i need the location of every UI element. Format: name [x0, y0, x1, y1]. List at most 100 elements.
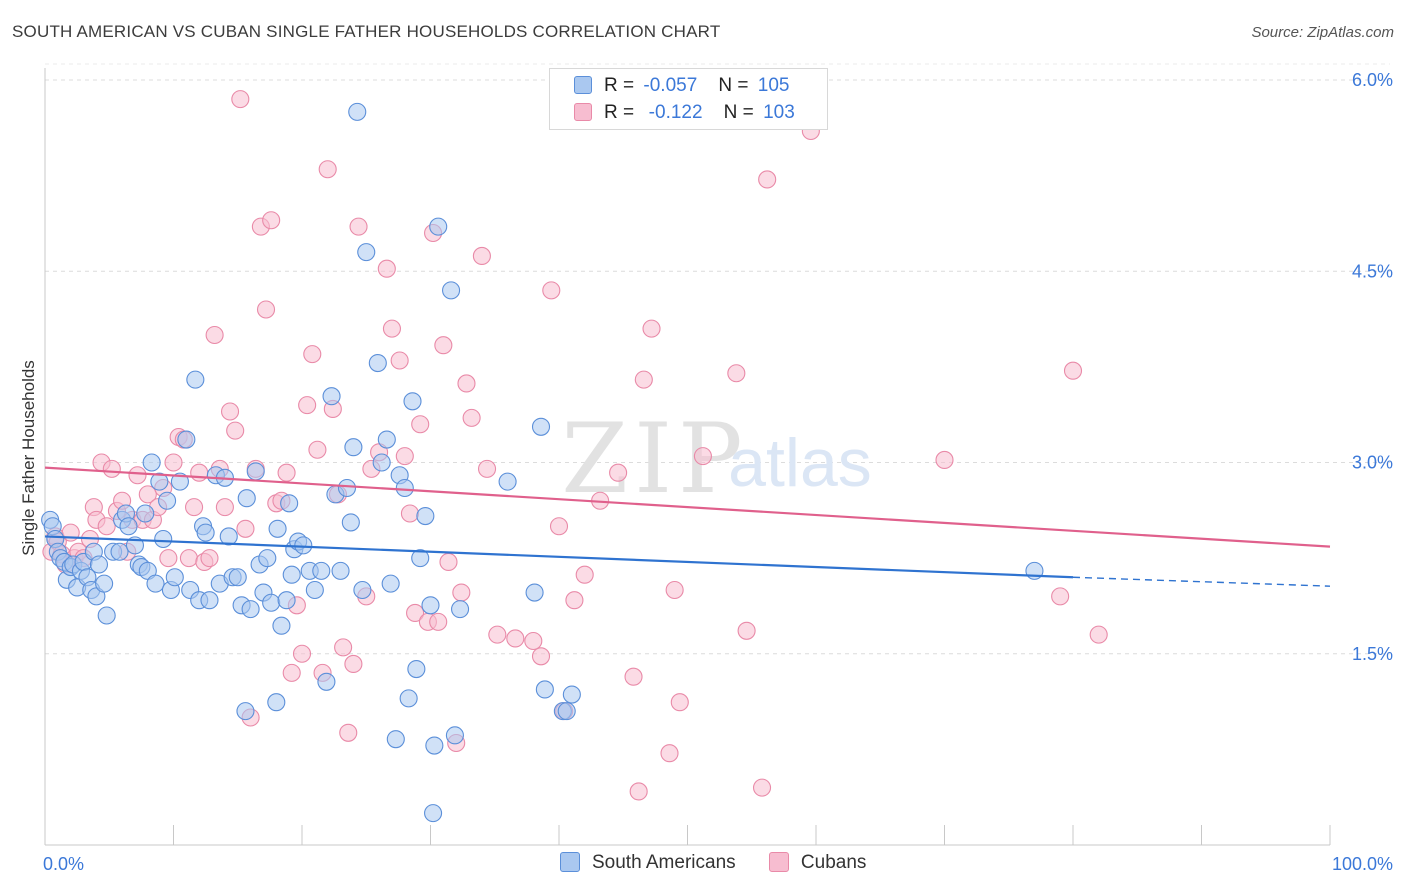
cubans-point: [406, 603, 425, 623]
blue-swatch: [560, 852, 580, 872]
x-tick-label-max: 100.0%: [1332, 854, 1393, 874]
south-americans-point: [348, 102, 367, 121]
y-tick-label: 1.5%: [1352, 644, 1393, 664]
cubans-point: [524, 631, 543, 651]
south-americans-point: [411, 549, 430, 568]
cubans-point: [670, 693, 689, 712]
south-americans-point: [429, 217, 448, 236]
south-americans-point: [241, 600, 260, 619]
south-americans-point: [277, 591, 296, 610]
cubans-point: [624, 667, 643, 686]
south-americans-point: [280, 494, 299, 513]
cubans-point: [634, 370, 653, 389]
cubans-point: [462, 408, 481, 427]
south-americans-point: [119, 517, 138, 536]
south-americans-point: [399, 689, 418, 708]
cubans-point: [531, 647, 551, 666]
south-americans-point: [97, 606, 116, 625]
south-americans-point: [377, 430, 396, 449]
south-americans-point: [317, 672, 336, 691]
cubans-point: [549, 517, 569, 536]
cubans-point: [164, 453, 183, 472]
y-axis-label: Single Father Households: [19, 360, 38, 556]
watermark-zip: ZIP: [561, 403, 748, 515]
legend-row-south-americans: R = -0.057 N = 105: [574, 75, 789, 97]
cubans-point: [488, 625, 507, 644]
y-tick-label: 6.0%: [1352, 70, 1393, 90]
cubans-point: [1051, 587, 1070, 606]
south-americans-point: [282, 565, 301, 584]
cubans-point: [377, 259, 396, 278]
cubans-point: [277, 463, 296, 482]
cubans-point: [542, 281, 561, 300]
pink-swatch: [574, 103, 592, 121]
south-americans-point: [150, 472, 169, 491]
south-americans-point: [562, 685, 581, 704]
cubans-point: [138, 485, 157, 504]
south-americans-point: [219, 527, 238, 546]
series-legend: South Americans Cubans: [560, 852, 894, 874]
south-americans-point: [95, 574, 114, 593]
cubans-point: [308, 440, 327, 459]
cubans-point: [298, 396, 317, 415]
cubans-point: [472, 246, 491, 265]
cubans-point: [752, 778, 772, 797]
cubans-point: [400, 504, 419, 523]
south-americans-point: [445, 726, 464, 745]
legend-item-south-americans[interactable]: South Americans: [560, 852, 736, 874]
south-americans-point: [381, 574, 400, 593]
cubans-point: [477, 459, 497, 478]
south-americans-point: [337, 478, 357, 498]
south-americans-point: [228, 568, 247, 587]
south-americans-point: [312, 561, 331, 580]
legend-item-cubans[interactable]: Cubans: [768, 852, 866, 874]
cubans-point: [159, 549, 178, 568]
y-tick-label: 3.0%: [1352, 453, 1393, 473]
cubans-point: [128, 466, 147, 485]
south-americans-point: [557, 702, 576, 721]
south-americans-point: [425, 736, 444, 755]
south-americans-trend-line: [44, 535, 1074, 579]
cubans-point: [102, 459, 121, 478]
r-value-south-americans: -0.057: [643, 75, 698, 96]
correlation-legend: R = -0.057 N = 105 R = -0.122 N = 103: [549, 68, 828, 130]
cubans-point: [411, 415, 430, 434]
south-americans-point: [89, 555, 109, 574]
cubans-point: [190, 463, 209, 482]
cubans-point: [185, 498, 204, 517]
cubans-point: [220, 402, 240, 421]
cubans-point: [282, 663, 301, 682]
south-americans-point: [451, 600, 470, 619]
cubans-point: [231, 90, 250, 109]
cubans-point: [565, 591, 584, 610]
south-americans-point: [272, 616, 291, 635]
trend-lines: [44, 466, 1331, 587]
south-americans-point: [267, 693, 286, 712]
cubans-point: [727, 364, 746, 383]
south-americans-point: [186, 370, 205, 389]
south-americans-point: [353, 580, 372, 600]
south-americans-point: [154, 529, 173, 549]
y-tick-label: 4.5%: [1352, 261, 1393, 281]
cubans-point: [434, 336, 453, 355]
cubans-trend-line: [44, 466, 1331, 548]
south-americans-point: [341, 513, 360, 532]
south-americans-point: [395, 478, 414, 498]
south-americans-point: [177, 430, 196, 449]
cubans-point: [215, 498, 234, 517]
cubans-point: [395, 447, 414, 466]
south-americans-point: [386, 730, 405, 749]
south-americans-point: [357, 243, 376, 262]
cubans-point: [382, 319, 402, 338]
south-americans-point: [110, 542, 129, 561]
cubans-point: [292, 644, 312, 663]
cubans-point: [236, 519, 255, 538]
cubans-point: [226, 421, 245, 440]
n-label: N =: [723, 102, 754, 123]
south-americans-point: [322, 387, 341, 406]
r-value-cubans: -0.122: [648, 102, 703, 123]
cubans-point: [262, 211, 281, 230]
cubans-point: [318, 160, 337, 179]
cubans-point: [660, 744, 679, 763]
